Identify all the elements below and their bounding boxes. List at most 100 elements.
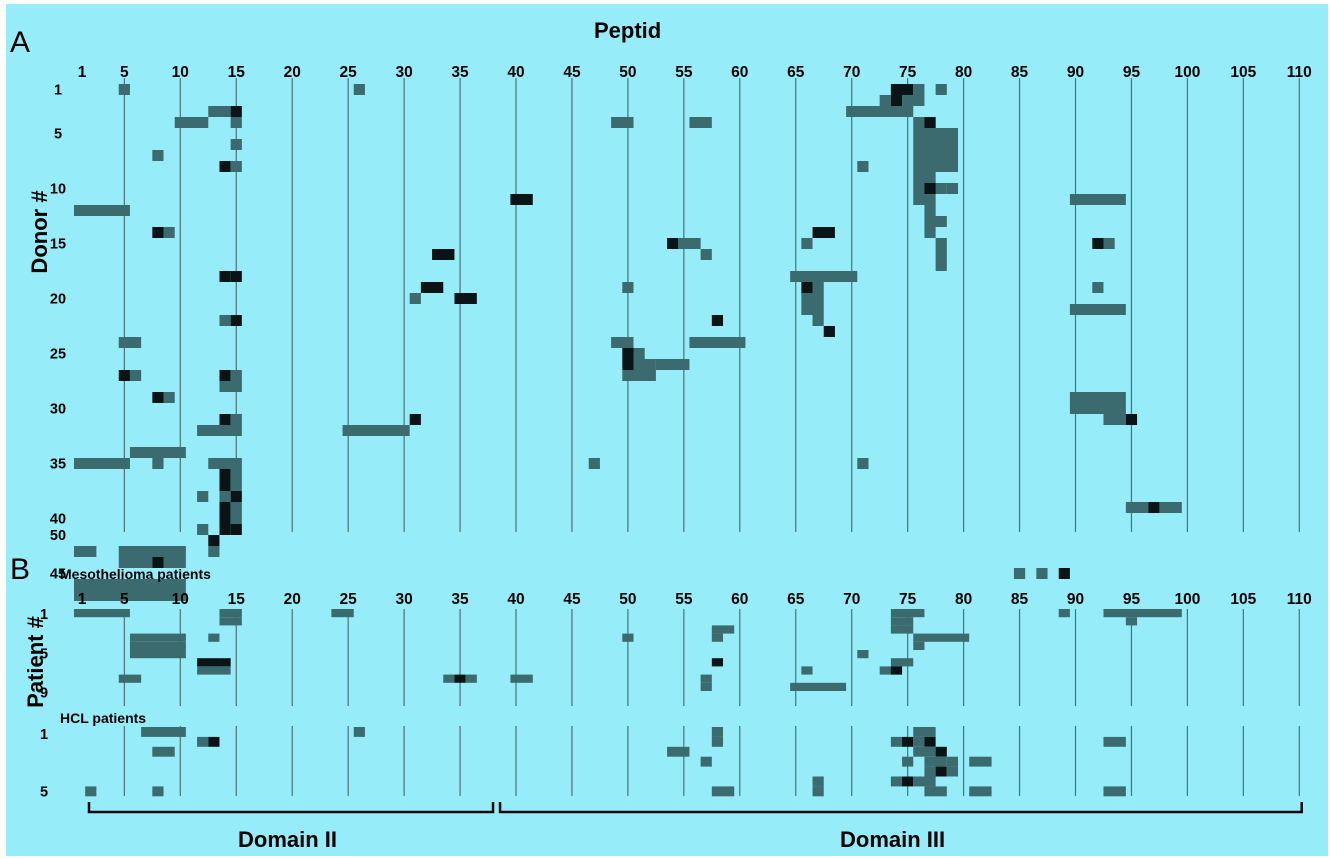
heatmap-cell [432,249,455,260]
heatmap-cell [946,183,959,194]
heatmap-cell [1058,609,1070,618]
heatmap-cell [790,682,847,691]
x-tick-label: 80 [955,591,972,608]
heatmap-meso-cells [74,609,1182,691]
x-tick-label: 60 [731,64,748,81]
heatmap-cell [924,786,947,797]
x-tick-label: 100 [1174,64,1200,81]
heatmap-cell [902,736,914,747]
heatmap-cell [230,414,242,425]
heatmap-cell [700,674,712,683]
y-tick-label: 1 [54,83,62,99]
heatmap-cell [711,786,735,797]
heatmap-cell [353,727,365,737]
heatmap-cell [633,359,656,370]
heatmap-cell [454,674,466,683]
heatmap-cell [208,106,231,117]
y-tick-label: 45 [50,567,66,583]
x-tick-label: 15 [228,591,246,608]
heatmap-cell [230,469,242,480]
heatmap-cell [633,348,645,359]
x-tick-label: 75 [899,591,917,608]
heatmap-cell [219,491,231,502]
heatmap-cell [801,304,824,315]
heatmap-cell [857,458,869,469]
heatmap-cell [219,414,231,425]
y-tick-label: 15 [50,237,66,253]
heatmap-cell [790,271,858,282]
heatmap-figure: 1 5 10 15 20 25 30 35 40 45 50 55 60 65 70 75 80 85 90 95 10… [40,64,1312,814]
heatmap-cell [197,736,209,747]
heatmap-cell [219,161,231,172]
x-tick-label: 90 [1067,64,1084,81]
heatmap-cell [219,271,231,282]
heatmap-cell [1069,304,1126,315]
heatmap-cell [74,458,130,469]
heatmap-cell [700,756,712,767]
x-tick-label: 55 [675,591,693,608]
heatmap-cell [230,370,242,381]
heatmap-cell [678,238,701,249]
heatmap-cell [118,557,153,568]
heatmap-cell [611,117,634,128]
x-tick-label: 25 [340,64,358,81]
heatmap-cell [1069,392,1126,403]
domain-iii-label: Domain III [840,827,946,852]
domain-brackets [87,802,1303,814]
heatmap-cell [219,370,231,381]
heatmap-cell [924,736,936,747]
x-tick-label: 40 [507,64,524,81]
heatmap-cell [1013,568,1026,579]
heatmap-cell [152,786,164,797]
y-tick-label: 35 [50,457,66,473]
heatmap-cell [935,260,947,271]
heatmap-cell [1125,502,1149,513]
heatmap-cell [622,633,634,642]
x-tick-label: 65 [787,591,805,608]
heatmap-cell [152,392,164,403]
heatmap-cell [700,249,712,260]
x-tick-label: 110 [1287,591,1312,608]
heatmap-cell [890,736,903,747]
heatmap-cell [197,425,242,436]
panel-a-label: A [10,26,31,59]
heatmap-cell [913,746,936,757]
heatmap-cell [174,117,209,128]
heatmap-cell [1069,403,1126,414]
heatmap-cell [353,84,365,95]
heatmap-cell [890,625,914,634]
y-tick-label: 30 [50,402,66,418]
heatmap-cell [420,282,444,293]
x-tick-label: 30 [395,591,412,608]
x-tick-label: 10 [172,591,189,608]
heatmap-cell [230,117,242,128]
x-tick-label: 80 [955,64,972,81]
heatmap-cell [879,95,891,106]
heatmap-cell [801,238,813,249]
heatmap-cell [118,337,142,348]
x-tick-label: 35 [451,591,469,608]
heatmap-cell [711,633,724,642]
heatmap-cell [902,95,925,106]
heatmap-cell [890,776,903,787]
heatmap-cell [197,666,231,675]
heatmap-cell [913,641,925,650]
heatmap-cell [801,282,813,293]
heatmap-cell [1092,282,1104,293]
x-tick-label: 5 [120,64,129,81]
heatmap-cell [588,458,600,469]
heatmap-cell [969,756,992,767]
heatmap-cell [935,84,947,95]
heatmap-cell [890,609,925,618]
heatmap-cell [74,579,186,590]
heatmap-cell [890,658,914,667]
y-tick-label: 5 [54,127,62,143]
heatmap-cell [689,117,712,128]
heatmap-cell [812,227,835,238]
x-tick-label: 30 [395,64,412,81]
heatmap-cell [141,727,186,737]
heatmap-cell [890,666,903,675]
heatmap-cell [230,106,242,117]
heatmap-cell [913,727,936,737]
heatmap-cell [857,161,869,172]
